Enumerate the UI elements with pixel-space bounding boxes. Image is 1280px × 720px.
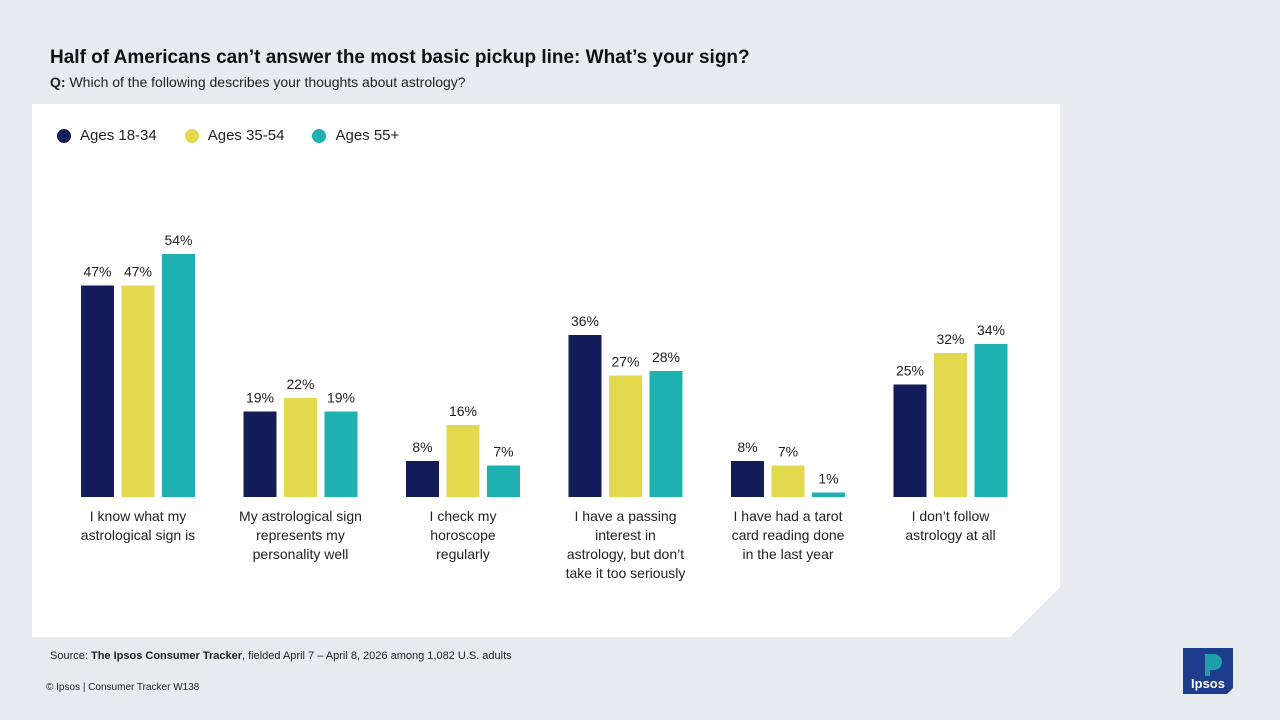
- category-label: astrological sign is: [81, 527, 195, 543]
- source-prefix: Source:: [50, 650, 88, 662]
- category-label: represents my: [256, 527, 345, 543]
- category-label: astrology at all: [905, 527, 995, 543]
- legend-item: Ages 55+: [312, 127, 399, 144]
- category-label: in the last year: [742, 546, 833, 562]
- ipsos-logo: Ipsos: [1183, 648, 1233, 694]
- bar: [771, 465, 805, 497]
- data-label: 22%: [286, 376, 314, 392]
- legend-swatch: [184, 128, 199, 143]
- legend-item: Ages 18-34: [57, 127, 157, 144]
- legend-swatch: [57, 128, 71, 143]
- source-note: Source: The Ipsos Consumer Tracker, fiel…: [50, 650, 512, 662]
- data-label: 34%: [977, 322, 1005, 338]
- category-label: astrology, but don’t: [567, 546, 684, 562]
- category-label: personality well: [253, 546, 349, 562]
- chart-card-background: [32, 104, 1060, 637]
- category-label: I don’t follow: [912, 508, 991, 524]
- bar: [243, 411, 277, 497]
- bar: [81, 285, 114, 497]
- data-label: 47%: [83, 264, 111, 280]
- category-label: regularly: [436, 546, 490, 562]
- legend-label: Ages 55+: [335, 127, 400, 144]
- category-label: card reading done: [732, 527, 845, 543]
- category-label: I know what my: [90, 508, 186, 524]
- category-label: I have had a tarot: [734, 508, 843, 524]
- bar: [893, 384, 927, 497]
- chart-legend: Ages 18-34 Ages 35-54 Ages 55+: [57, 127, 399, 144]
- question-body: Which of the following describes your th…: [69, 74, 466, 90]
- data-label: 54%: [164, 232, 192, 248]
- category-label: My astrological sign: [239, 508, 362, 524]
- data-label: 7%: [493, 444, 513, 460]
- page-title: Half of Americans can’t answer the most …: [50, 47, 750, 68]
- bar: [324, 411, 358, 497]
- bar: [934, 353, 967, 497]
- bar: [284, 398, 317, 497]
- data-label: 1%: [818, 471, 838, 487]
- data-label: 8%: [412, 439, 432, 455]
- logo-text: Ipsos: [1191, 676, 1225, 691]
- question-text: Q: Which of the following describes your…: [50, 74, 466, 90]
- bar: [649, 371, 683, 497]
- data-label: 19%: [246, 390, 274, 406]
- bar: [812, 492, 845, 497]
- data-label: 19%: [327, 390, 355, 406]
- copyright-text: © Ipsos | Consumer Tracker W138: [46, 682, 200, 693]
- bar: [406, 461, 439, 497]
- bar: [446, 425, 480, 497]
- data-label: 27%: [611, 354, 639, 370]
- bar: [731, 461, 764, 497]
- data-label: 25%: [896, 363, 924, 379]
- legend-swatch: [312, 128, 327, 143]
- bar: [609, 375, 642, 497]
- data-label: 16%: [449, 403, 477, 419]
- data-label: 8%: [737, 439, 757, 455]
- category-label: I have a passing: [575, 508, 677, 524]
- data-label: 28%: [652, 349, 680, 365]
- legend-item: Ages 35-54: [184, 127, 285, 144]
- category-label: interest in: [595, 527, 656, 543]
- bar: [974, 344, 1008, 497]
- data-label: 7%: [778, 444, 798, 460]
- data-label: 36%: [571, 313, 599, 329]
- category-label: I check my: [430, 508, 497, 524]
- bar: [162, 254, 195, 497]
- data-label: 47%: [124, 264, 152, 280]
- category-label: horoscope: [430, 527, 496, 543]
- category-label: take it too seriously: [566, 565, 686, 581]
- source-name: The Ipsos Consumer Tracker: [90, 650, 242, 662]
- data-label: 32%: [936, 331, 964, 347]
- source-details: , fielded April 7 – April 8, 2026 among …: [241, 650, 512, 662]
- bar: [121, 285, 155, 497]
- bar: [568, 335, 602, 497]
- legend-label: Ages 35-54: [207, 127, 285, 144]
- bar: [487, 465, 520, 497]
- question-prefix: Q:: [50, 74, 66, 90]
- legend-label: Ages 18-34: [80, 127, 157, 144]
- chart-card: [32, 104, 1060, 637]
